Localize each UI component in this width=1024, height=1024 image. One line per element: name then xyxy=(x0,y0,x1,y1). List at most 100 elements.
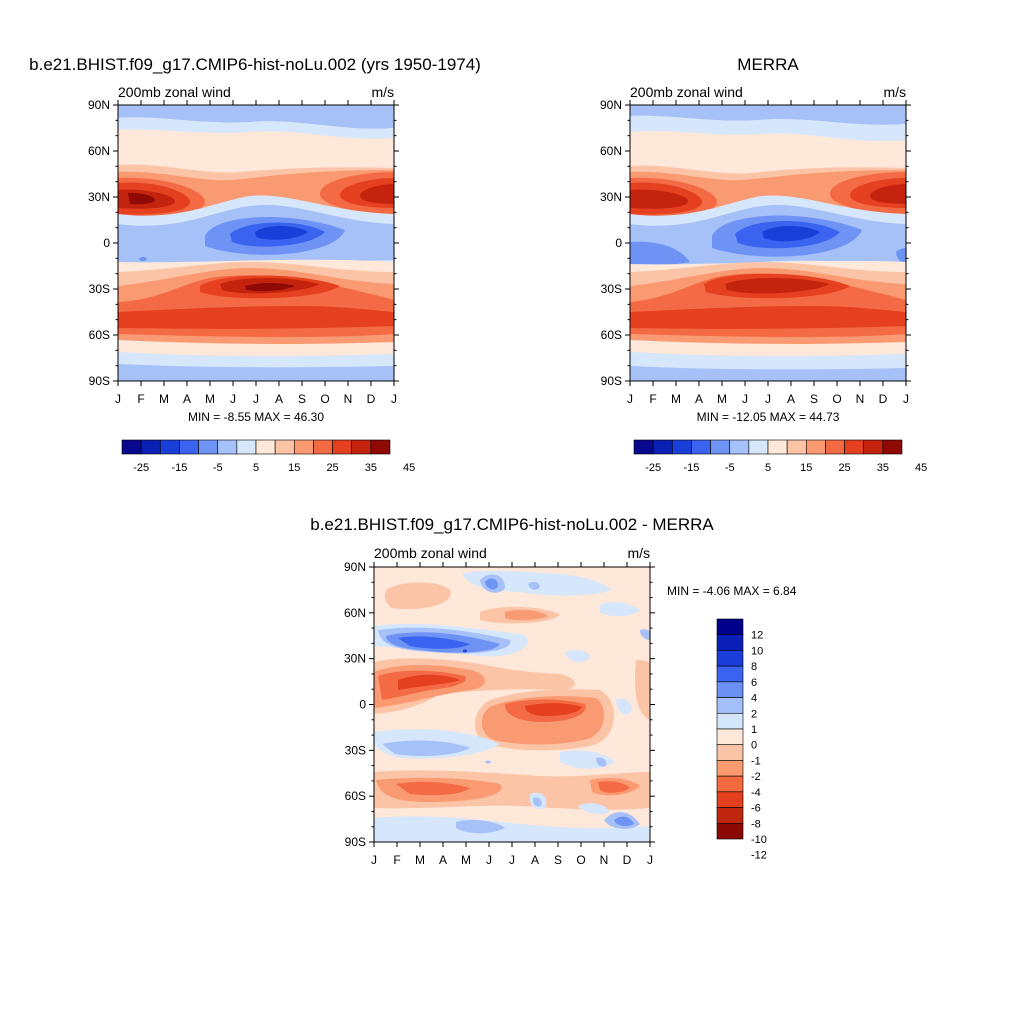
x-tick-label: N xyxy=(856,392,865,406)
colorbar-label: -5 xyxy=(725,462,735,474)
panel-title: MERRA xyxy=(737,55,799,74)
colorbar-swatch xyxy=(716,697,744,714)
colorbar-swatch xyxy=(716,760,744,777)
y-tick-label: 30N xyxy=(88,190,110,204)
colorbar-swatch xyxy=(121,439,142,455)
y-tick-label: 0 xyxy=(359,698,366,712)
colorbar-label: 45 xyxy=(403,462,415,474)
colorbar-swatch xyxy=(786,439,807,455)
colorbar-swatch xyxy=(716,634,744,651)
colorbar-swatch xyxy=(332,439,353,455)
colorbar-label: -6 xyxy=(751,803,761,815)
x-tick-label: M xyxy=(717,392,727,406)
colorbar-label: -15 xyxy=(171,462,187,474)
colorbar-swatch xyxy=(198,439,219,455)
y-axis: 90N 60N 30N 0 30S 60S 90S xyxy=(344,560,655,849)
colorbar-label: 12 xyxy=(751,630,763,642)
y-tick-label: 30S xyxy=(89,282,110,296)
contour-field xyxy=(374,567,650,842)
contour-field xyxy=(630,105,906,381)
y-tick-label: 90S xyxy=(601,374,622,388)
panel-title: b.e21.BHIST.f09_g17.CMIP6-hist-noLu.002 … xyxy=(29,55,481,74)
colorbar-label: 5 xyxy=(253,462,259,474)
x-tick-label: S xyxy=(554,853,562,867)
colorbar-swatch xyxy=(716,791,744,808)
y-axis: 90N 60N 30N 0 30S 60S 90S xyxy=(88,98,399,388)
colorbar-swatch xyxy=(844,439,865,455)
colorbar-label: -2 xyxy=(751,771,761,783)
x-tick-label: J xyxy=(486,853,492,867)
y-tick-label: 90N xyxy=(600,98,622,112)
colorbar-swatch xyxy=(716,665,744,683)
colorbar-swatch xyxy=(140,439,161,455)
colorbar-label: -15 xyxy=(683,462,699,474)
colorbar-label: -12 xyxy=(751,850,767,862)
colorbar-label: 6 xyxy=(751,677,757,689)
x-tick-label: A xyxy=(787,392,795,406)
colorbar-swatch xyxy=(805,439,826,455)
colorbar-label: 2 xyxy=(751,708,757,720)
colorbar-label: -1 xyxy=(751,755,761,767)
y-tick-label: 30S xyxy=(601,282,622,296)
colorbar-label: 5 xyxy=(765,462,771,474)
colorbar-label: 8 xyxy=(751,661,757,673)
colorbar-label: 35 xyxy=(877,462,889,474)
x-tick-label: M xyxy=(671,392,681,406)
y-axis: 90N 60N 30N 0 30S 60S 90S xyxy=(600,98,911,388)
x-tick-label: J xyxy=(371,853,377,867)
y-tick-label: 60N xyxy=(600,144,622,158)
x-tick-label: O xyxy=(832,392,841,406)
y-tick-label: 60N xyxy=(88,144,110,158)
y-tick-label: 0 xyxy=(615,236,622,250)
y-tick-label: 90S xyxy=(89,374,110,388)
x-tick-label: F xyxy=(393,853,400,867)
colorbar-label: 15 xyxy=(800,462,812,474)
y-tick-label: 60N xyxy=(344,606,366,620)
colorbar-swatch xyxy=(863,439,884,455)
colorbar-swatch xyxy=(293,439,314,455)
x-tick-label: D xyxy=(879,392,888,406)
x-tick-label: M xyxy=(415,853,425,867)
panel-subtitle-left: 200mb zonal wind xyxy=(630,84,743,100)
colorbar-swatch xyxy=(825,439,845,455)
stats-text: MIN = -12.05 MAX = 44.73 xyxy=(697,410,840,424)
x-tick-label: O xyxy=(576,853,585,867)
x-tick-label: J xyxy=(627,392,633,406)
x-tick-label: J xyxy=(765,392,771,406)
colorbar-swatch xyxy=(882,439,903,455)
colorbar-label: -25 xyxy=(645,462,661,474)
colorbar-swatch xyxy=(716,712,744,730)
colorbar-swatch xyxy=(370,439,391,455)
panel-title: b.e21.BHIST.f09_g17.CMIP6-hist-noLu.002 … xyxy=(310,515,714,534)
x-tick-label: J xyxy=(903,392,909,406)
colorbar-swatch xyxy=(313,439,333,455)
colorbar-swatch xyxy=(179,439,199,455)
x-tick-label: A xyxy=(439,853,447,867)
x-tick-label: J xyxy=(253,392,259,406)
x-tick-label: A xyxy=(275,392,283,406)
colorbar-swatch xyxy=(710,439,731,455)
y-tick-label: 60S xyxy=(345,789,366,803)
x-tick-label: O xyxy=(320,392,329,406)
x-tick-label: F xyxy=(137,392,144,406)
colorbar-label: -10 xyxy=(751,834,767,846)
colorbar-label: 0 xyxy=(751,740,757,752)
y-tick-label: 90N xyxy=(88,98,110,112)
colorbar-label: 15 xyxy=(288,462,300,474)
panel-model: b.e21.BHIST.f09_g17.CMIP6-hist-noLu.002 … xyxy=(29,55,481,424)
stats-text: MIN = -8.55 MAX = 46.30 xyxy=(188,410,324,424)
y-tick-label: 90N xyxy=(344,560,366,574)
x-tick-label: J xyxy=(115,392,121,406)
y-tick-label: 30N xyxy=(600,190,622,204)
x-tick-label: J xyxy=(230,392,236,406)
panel-merra: MERRA 200mb zonal wind m/s xyxy=(600,55,911,424)
colorbar-label: 10 xyxy=(751,645,763,657)
colorbar-label: -25 xyxy=(133,462,149,474)
y-tick-label: 30S xyxy=(345,743,366,757)
colorbar-label: 25 xyxy=(326,462,338,474)
panel-subtitle-left: 200mb zonal wind xyxy=(118,84,231,100)
